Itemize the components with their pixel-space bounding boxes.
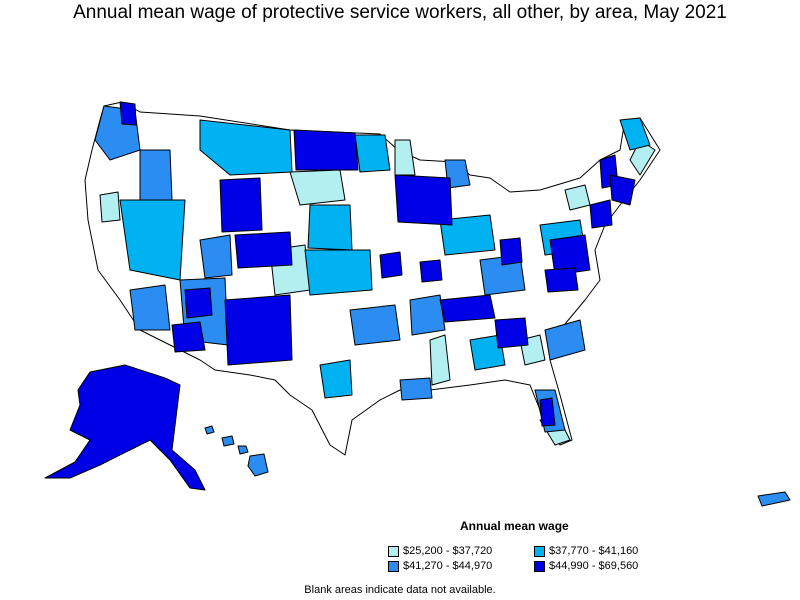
legend-label: $37,770 - $41,160	[549, 545, 639, 557]
legend-label: $25,200 - $37,720	[403, 545, 493, 557]
legend-label: $41,270 - $44,970	[403, 560, 493, 572]
footnote: Blank areas indicate data not available.	[304, 584, 496, 596]
legend-swatch	[388, 560, 399, 572]
legend-swatch	[388, 545, 399, 557]
legend-label: $44,990 - $69,560	[549, 560, 639, 572]
legend-item: $41,270 - $44,970	[388, 560, 492, 572]
legend-item: $25,200 - $37,720	[388, 545, 492, 557]
legend-title: Annual mean wage	[460, 519, 569, 533]
legend-swatch	[534, 560, 545, 572]
legend-item: $44,990 - $69,560	[534, 560, 638, 572]
map-title: Annual mean wage of protective service w…	[73, 2, 727, 23]
legend-item: $37,770 - $41,160	[534, 545, 638, 557]
legend-swatch	[534, 545, 545, 557]
regions-high-wage	[119, 101, 636, 427]
puerto-rico	[757, 491, 791, 507]
alaska	[44, 364, 206, 491]
hawaii	[204, 425, 269, 477]
